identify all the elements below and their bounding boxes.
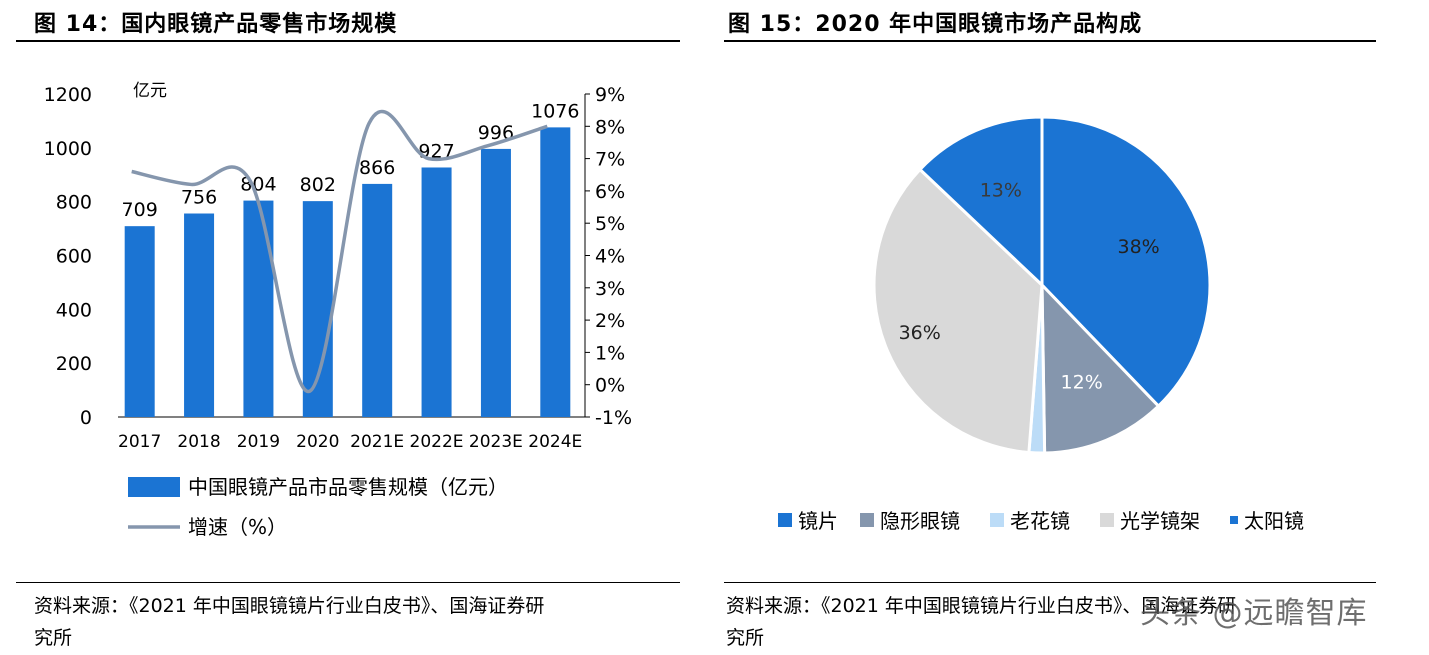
right-title-rule bbox=[724, 40, 1376, 42]
right-source: 资料来源：《2021 年中国眼镜镜片行业白皮书》、国海证券研 究所 bbox=[726, 590, 1236, 654]
y2-tick-label: -1% bbox=[595, 407, 632, 429]
pie-slice-镜片 bbox=[1040, 115, 1212, 409]
x-tick-label: 2021E bbox=[350, 432, 404, 452]
left-title-rule bbox=[16, 40, 680, 42]
legend-bar-swatch bbox=[128, 477, 180, 497]
bar-2022E bbox=[421, 167, 452, 417]
x-tick-label: 2023E bbox=[469, 432, 523, 452]
pie-slice-label: 38% bbox=[1117, 236, 1159, 258]
pie-slice-label: 36% bbox=[899, 322, 941, 344]
bar-2020 bbox=[302, 201, 333, 417]
left-source-line2: 究所 bbox=[34, 627, 73, 649]
right-source-line2: 究所 bbox=[726, 627, 765, 649]
pie-slice-label: 13% bbox=[980, 179, 1022, 201]
legend-swatch-光学镜架 bbox=[1100, 513, 1114, 527]
x-tick-label: 2019 bbox=[237, 432, 280, 452]
right-chart-title: 图 15：2020 年中国眼镜市场产品构成 bbox=[728, 12, 1143, 37]
bar-2017 bbox=[124, 226, 155, 417]
legend-line-label: 增速（%） bbox=[188, 515, 287, 539]
pie-slice-label: 12% bbox=[1061, 371, 1103, 393]
legend-bar-label: 中国眼镜产品市品零售规模（亿元） bbox=[188, 475, 508, 499]
watermark: 头条 @远瞻智库 bbox=[1140, 596, 1368, 631]
bar-2021E bbox=[362, 183, 393, 417]
legend-label: 老花镜 bbox=[1010, 509, 1070, 533]
bar-2018 bbox=[184, 213, 215, 417]
legend-label: 太阳镜 bbox=[1244, 509, 1304, 533]
legend-swatch-老花镜 bbox=[990, 513, 1004, 527]
y2-tick-label: 8% bbox=[595, 116, 625, 138]
product-composition-pie-chart: 38% 12% 36% 13% 镜片 隐形眼镜 老花镜 光学镜架 太阳镜 bbox=[778, 115, 1304, 533]
left-chart-title: 图 14：国内眼镜产品零售市场规模 bbox=[34, 12, 398, 37]
bar-value-label: 996 bbox=[478, 122, 514, 144]
pie-slice-太阳镜 bbox=[917, 115, 1044, 289]
bar-value-label: 1076 bbox=[531, 100, 579, 122]
retail-scale-chart: 0 200 400 600 800 1000 1200 亿元 -1% 0% 1% 2% 3% 4% 5% 6%… bbox=[44, 81, 632, 539]
y-tick-label: 200 bbox=[56, 353, 92, 375]
right-source-line1: 资料来源：《2021 年中国眼镜镜片行业白皮书》、国海证券研 bbox=[726, 595, 1237, 617]
bar-value-label: 866 bbox=[359, 157, 395, 179]
x-tick-label: 2017 bbox=[118, 432, 161, 452]
x-tick-label: 2024E bbox=[528, 432, 582, 452]
y2-tick-label: 3% bbox=[595, 278, 625, 300]
legend-swatch-太阳镜 bbox=[1230, 516, 1238, 524]
y2-tick-label: 6% bbox=[595, 181, 625, 203]
bar-value-label: 802 bbox=[300, 174, 336, 196]
y-tick-label: 600 bbox=[56, 246, 92, 268]
legend-label: 隐形眼镜 bbox=[880, 509, 960, 533]
legend-label: 镜片 bbox=[798, 509, 838, 533]
y-tick-label: 0 bbox=[80, 407, 92, 429]
right-source-rule bbox=[724, 582, 1376, 583]
y-tick-label: 400 bbox=[56, 299, 92, 321]
y2-tick-label: 5% bbox=[595, 213, 625, 235]
legend-swatch-镜片 bbox=[778, 513, 792, 527]
x-tick-label: 2020 bbox=[296, 432, 339, 452]
pie-slice-隐形眼镜 bbox=[1040, 281, 1161, 455]
left-source: 资料来源：《2021 年中国眼镜镜片行业白皮书》、国海证券研 究所 bbox=[34, 590, 544, 654]
x-tick-label: 2018 bbox=[177, 432, 220, 452]
y2-tick-label: 0% bbox=[595, 375, 625, 397]
bar-2023E bbox=[480, 148, 511, 417]
y-tick-label: 1000 bbox=[44, 138, 92, 160]
y2-tick-label: 4% bbox=[595, 246, 625, 268]
bar-value-label: 709 bbox=[122, 199, 158, 221]
legend-swatch-隐形眼镜 bbox=[860, 513, 874, 527]
left-source-line1: 资料来源：《2021 年中国眼镜镜片行业白皮书》、国海证券研 bbox=[34, 595, 545, 617]
y2-tick-label: 7% bbox=[595, 149, 625, 171]
bar-value-label: 756 bbox=[181, 187, 217, 209]
x-tick-label: 2022E bbox=[410, 432, 464, 452]
y2-tick-label: 9% bbox=[595, 84, 625, 106]
y-tick-label: 1200 bbox=[44, 84, 92, 106]
y-tick-label: 800 bbox=[56, 192, 92, 214]
y2-tick-label: 1% bbox=[595, 342, 625, 364]
bar-2024E bbox=[540, 127, 571, 418]
left-source-rule bbox=[16, 582, 680, 583]
y2-tick-label: 2% bbox=[595, 310, 625, 332]
bar-2019 bbox=[243, 200, 274, 417]
legend-label: 光学镜架 bbox=[1120, 509, 1200, 533]
growth-rate-line bbox=[131, 109, 548, 393]
pie-slice-光学镜架 bbox=[872, 167, 1044, 455]
y-unit-label: 亿元 bbox=[133, 81, 167, 101]
